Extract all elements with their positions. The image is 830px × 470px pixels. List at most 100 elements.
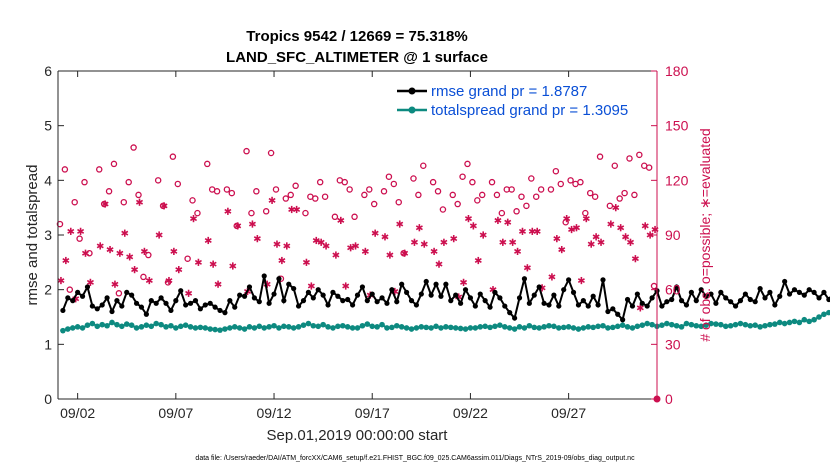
right-y-tick-label: 90: [665, 227, 681, 243]
obs-possible-point: [596, 153, 604, 160]
obs-possible-point: [380, 188, 388, 195]
rmse-point: [585, 303, 591, 309]
rmse-point: [467, 295, 474, 301]
obs-evaluated-point: [381, 233, 389, 241]
totalspread-point: [747, 322, 754, 329]
obs-possible-point: [243, 147, 250, 155]
totalspread-point: [565, 324, 572, 330]
left-y-tick-label: 3: [44, 227, 52, 243]
totalspread-point: [310, 322, 317, 329]
totalspread-point: [644, 320, 650, 327]
obs-evaluated-point: [278, 256, 286, 265]
obs-possible-point: [400, 249, 407, 257]
rmse-point: [487, 304, 493, 310]
right-y-tick-label: 60: [665, 282, 681, 298]
rmse-point: [271, 291, 277, 297]
rmse-point: [791, 287, 798, 293]
obs-possible-point: [454, 200, 461, 208]
obs-possible-point: [56, 220, 64, 228]
obs-evaluated-point: [165, 276, 173, 285]
totalspread-point: [271, 322, 277, 329]
rmse-point: [718, 289, 724, 295]
obs-evaluated-point: [420, 240, 428, 248]
rmse-point: [570, 289, 577, 295]
rmse-point: [610, 306, 616, 312]
obs-possible-point: [415, 191, 422, 199]
totalspread-point: [153, 320, 159, 327]
totalspread-point: [467, 325, 474, 331]
obs-evaluated-point: [371, 229, 379, 237]
rmse-point: [536, 284, 542, 290]
rmse-point: [354, 292, 361, 298]
x-tick-label: 09/02: [60, 405, 95, 421]
rmse-point: [192, 298, 199, 304]
rmse-point: [374, 299, 380, 305]
obs-possible-point: [518, 193, 525, 200]
obs-possible-point: [105, 188, 113, 195]
totalspread-point: [325, 324, 331, 330]
obs-possible-point: [140, 273, 147, 281]
rmse-point: [256, 299, 262, 305]
rmse-point: [168, 307, 174, 314]
totalspread-point: [433, 323, 439, 330]
totalspread-point: [89, 320, 96, 327]
obs-evaluated-point: [410, 238, 418, 246]
obs-possible-point: [591, 193, 599, 200]
rmse-point: [261, 273, 267, 279]
rmse-point: [664, 299, 670, 305]
rmse-point: [335, 293, 341, 299]
obs-evaluated-point: [617, 224, 625, 232]
obs-evaluated-point: [253, 235, 261, 243]
totalspread-point: [752, 322, 758, 329]
obs-possible-point: [508, 186, 515, 193]
obs-evaluated-point: [307, 282, 315, 290]
totalspread-point: [776, 319, 783, 326]
rmse-point: [369, 291, 375, 297]
rmse-point: [408, 298, 415, 304]
obs-possible-point: [282, 195, 290, 202]
obs-evaluated-point: [479, 231, 487, 239]
obs-evaluated-point: [440, 238, 448, 246]
rmse-point: [703, 293, 709, 299]
rmse-point: [458, 300, 464, 306]
rmse-point: [683, 302, 690, 308]
rmse-point: [133, 300, 140, 306]
obs-possible-point: [420, 162, 427, 170]
rmse-point: [217, 307, 223, 314]
obs-possible-point: [115, 290, 123, 297]
obs-evaluated-point: [209, 260, 217, 268]
obs-evaluated-point: [332, 251, 340, 259]
rmse-point: [99, 302, 105, 308]
rmse-point: [624, 296, 631, 303]
obs-possible-point: [120, 198, 128, 206]
totalspread-point: [413, 325, 420, 331]
totalspread-point: [285, 324, 292, 330]
totalspread-point: [698, 323, 704, 330]
obs-possible-point: [385, 173, 393, 180]
obs-evaluated-point: [646, 231, 654, 239]
obs-possible-point: [577, 178, 584, 186]
totalspread-point: [359, 322, 366, 329]
obs-possible-point: [478, 191, 486, 199]
obs-evaluated-point: [499, 238, 507, 246]
rmse-point: [251, 295, 257, 301]
rmse-point: [732, 303, 739, 309]
totalspread-point: [398, 324, 405, 330]
rmse-point: [521, 276, 528, 282]
totalspread-point: [192, 325, 199, 331]
rmse-point: [178, 288, 184, 294]
obs-possible-point: [557, 180, 565, 188]
totalspread-point: [821, 311, 827, 318]
rmse-point: [629, 303, 636, 309]
totalspread-point: [767, 321, 773, 328]
obs-possible-point: [523, 202, 530, 210]
totalspread-point: [801, 316, 808, 323]
obs-possible-point: [302, 209, 309, 217]
rmse-point: [104, 295, 110, 301]
rmse-point: [453, 292, 459, 298]
obs-evaluated-point: [224, 207, 232, 215]
left-y-tick-label: 6: [44, 63, 52, 79]
totalspread-point: [290, 325, 297, 331]
left-y-tick-label: 1: [44, 336, 52, 352]
